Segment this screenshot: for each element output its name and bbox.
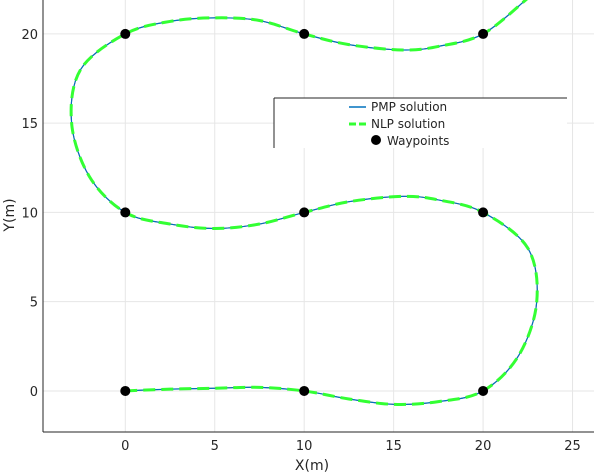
legend: PMP solution NLP solution Waypoints [273,97,567,148]
waypoint-marker [120,28,131,39]
legend-nlp-label: NLP solution [371,117,445,131]
series-lines [69,0,539,406]
waypoint-marker [299,28,310,39]
waypoint-marker [120,207,131,218]
axes [42,0,594,433]
x-axis-label: X(m) [295,458,329,474]
y-tick-label: 0 [30,385,38,400]
x-tick-label: 20 [475,439,492,454]
y-tick-label: 15 [21,117,38,132]
x-tick-label: 0 [121,439,129,454]
legend-waypoint-marker [371,135,381,145]
waypoint-marker [478,385,489,396]
y-tick-label: 5 [30,296,38,311]
waypoint-marker [299,385,310,396]
y-tick-labels: 0 5 10 15 20 [21,28,38,400]
y-axis-label: Y(m) [2,198,18,232]
legend-waypoint-label: Waypoints [387,134,449,148]
x-tick-label: 25 [564,439,581,454]
pmp-solution-line [70,0,538,406]
waypoint-marker [120,385,131,396]
x-tick-label: 5 [211,439,219,454]
waypoint-marker [478,207,489,218]
waypoint-markers [120,28,489,396]
x-tick-label: 10 [296,439,313,454]
legend-box [274,98,567,148]
y-tick-label: 20 [21,28,38,43]
legend-pmp-label: PMP solution [371,100,447,114]
x-tick-labels: 0 5 10 15 20 25 [121,439,581,454]
y-tick-label: 10 [21,206,38,221]
waypoint-marker [478,28,489,39]
waypoint-marker [299,207,310,218]
x-tick-label: 15 [385,439,402,454]
